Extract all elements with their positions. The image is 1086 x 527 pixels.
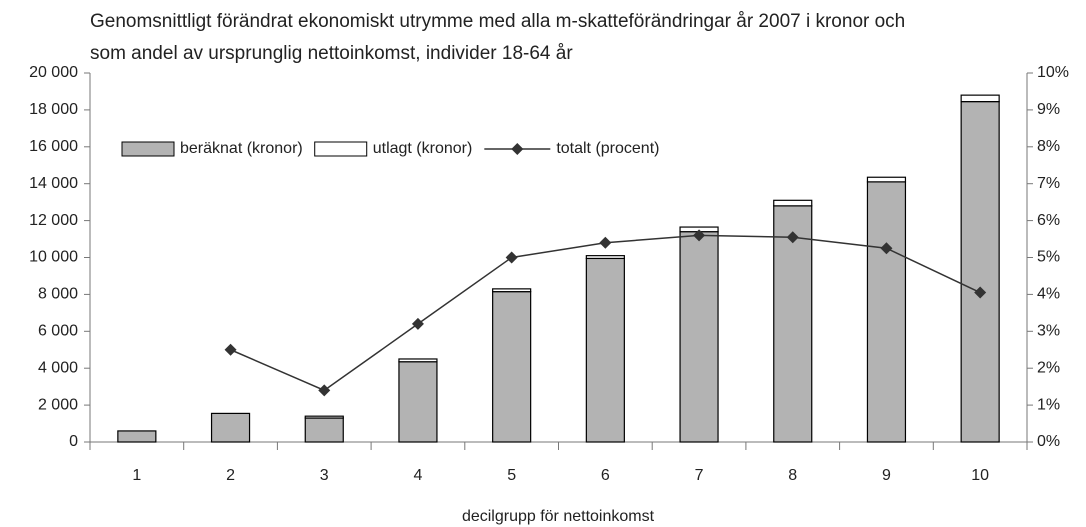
y-tick-label: 16 000 <box>29 138 78 155</box>
line-marker <box>880 242 893 255</box>
legend-label: totalt (procent) <box>556 140 659 157</box>
x-tick-label: 3 <box>320 467 329 484</box>
bar <box>866 176 907 183</box>
line-marker <box>505 251 518 264</box>
bar <box>117 430 157 443</box>
x-tick-label: 8 <box>788 467 797 484</box>
y-tick-label: 8 000 <box>38 286 78 303</box>
legend-marker <box>511 143 524 155</box>
y2-tick-label: 8% <box>1037 138 1060 155</box>
bar <box>773 205 813 443</box>
bar <box>304 417 344 443</box>
y-tick-label: 20 000 <box>29 64 78 81</box>
bar <box>866 181 907 443</box>
line-marker <box>974 286 987 299</box>
y2-tick-label: 9% <box>1037 101 1060 118</box>
bar <box>960 100 1000 443</box>
bar <box>398 358 438 363</box>
y-tick-label: 18 000 <box>29 101 78 118</box>
x-axis-label: decilgrupp för nettoinkomst <box>462 508 655 525</box>
bar <box>585 257 625 443</box>
bar <box>773 199 813 207</box>
bar <box>398 361 438 443</box>
y-tick-label: 0 <box>69 433 78 450</box>
x-tick-label: 2 <box>226 467 235 484</box>
chart-title: som andel av ursprunglig nettoinkomst, i… <box>90 43 573 64</box>
x-tick-label: 10 <box>971 467 989 484</box>
y-tick-label: 4 000 <box>38 359 78 376</box>
y-tick-label: 14 000 <box>29 175 78 192</box>
y-tick-label: 10 000 <box>29 249 78 266</box>
y2-tick-label: 2% <box>1037 359 1060 376</box>
line-marker <box>599 236 612 249</box>
legend-box <box>112 137 692 161</box>
y2-tick-label: 0% <box>1037 433 1060 450</box>
y2-tick-label: 3% <box>1037 323 1060 340</box>
line-marker <box>318 384 331 397</box>
bar <box>585 255 625 260</box>
x-tick-label: 1 <box>132 467 141 484</box>
y-tick-label: 2 000 <box>38 396 78 413</box>
legend-swatch <box>121 141 175 157</box>
bar <box>492 288 532 293</box>
y2-tick-label: 5% <box>1037 249 1060 266</box>
y-tick-label: 6 000 <box>38 323 78 340</box>
bar <box>679 231 719 443</box>
y2-tick-label: 4% <box>1037 286 1060 303</box>
legend-label: utlagt (kronor) <box>373 140 473 157</box>
x-tick-label: 9 <box>882 467 891 484</box>
line-marker <box>786 231 799 244</box>
x-tick-label: 5 <box>507 467 516 484</box>
y-tick-label: 12 000 <box>29 212 78 229</box>
bar <box>304 415 344 419</box>
y2-tick-label: 1% <box>1037 396 1060 413</box>
bar <box>210 412 251 443</box>
y2-tick-label: 6% <box>1037 212 1060 229</box>
bar <box>960 94 1000 103</box>
line-marker <box>693 229 706 242</box>
line-marker <box>411 317 424 330</box>
x-tick-label: 6 <box>601 467 610 484</box>
y2-tick-label: 7% <box>1037 175 1060 192</box>
chart-title: Genomsnittligt förändrat ekonomiskt utry… <box>90 11 905 32</box>
legend-label: beräknat (kronor) <box>180 140 303 157</box>
bar <box>492 291 532 443</box>
legend-swatch <box>314 141 368 157</box>
x-tick-label: 7 <box>695 467 704 484</box>
line-marker <box>224 343 237 356</box>
x-tick-label: 4 <box>413 467 422 484</box>
y2-tick-label: 10% <box>1037 64 1069 81</box>
